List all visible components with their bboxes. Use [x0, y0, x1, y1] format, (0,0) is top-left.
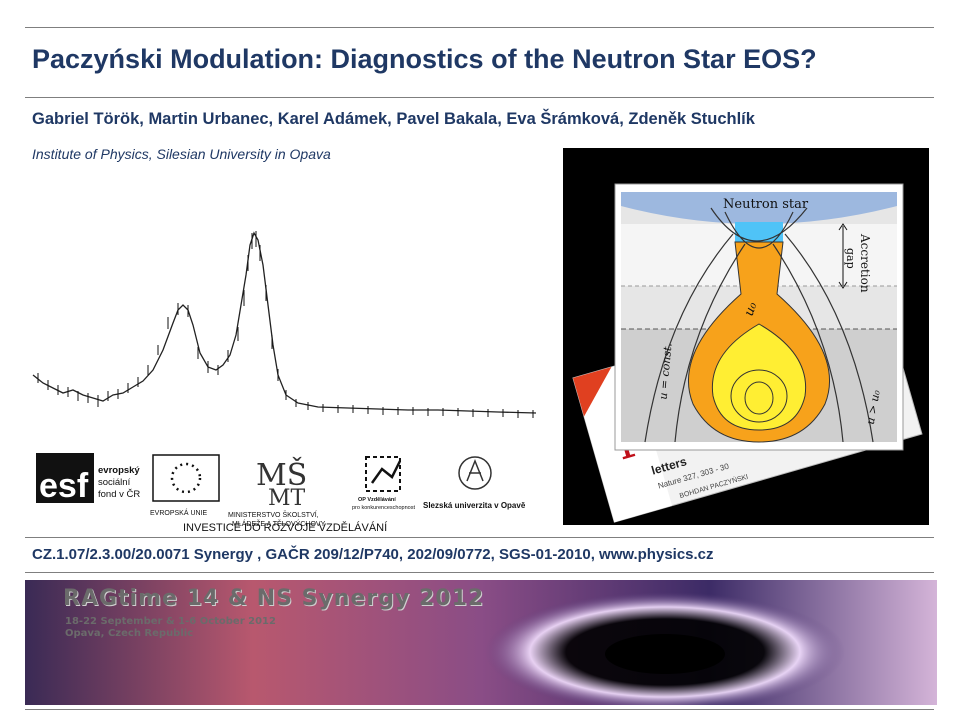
svg-text:MT: MT [268, 486, 306, 511]
power-spectrum-plot [32, 231, 537, 418]
investment-tagline: INVESTICE DO ROZVOJE VZDĚLÁVÁNÍ [183, 521, 388, 534]
op-logo: OP Vzdělávání pro konkurenceschopnost [352, 456, 415, 511]
grant-numbers: CZ.1.07/2.3.00/20.0071 Synergy , GAČR 20… [32, 546, 714, 563]
esf-line-2: sociální [98, 477, 131, 488]
institute: Institute of Physics, Silesian Universit… [32, 146, 331, 162]
u-const-label: u = const. [657, 343, 675, 401]
svg-text:MŠ: MŠ [256, 457, 307, 493]
u-label: u₀ [742, 300, 761, 319]
error-bars [37, 231, 534, 418]
university-logo: Slezská univerzita v Opavě [423, 456, 526, 510]
accretion-disk-inner [711, 323, 807, 431]
banner-dates: 18-22 September & 1-6 October 2012 [65, 616, 276, 627]
banner-title: RAGtime 14 & NS Synergy 2012 [63, 586, 485, 611]
eu-logo: EVROPSKÁ UNIE [150, 454, 220, 517]
bottom-rule [25, 709, 934, 710]
accretion-figure: r letters Nature 327, 303 - 30 BOHDAN PA… [563, 148, 929, 525]
page-title: Paczyński Modulation: Diagnostics of the… [32, 44, 817, 74]
neutron-star-shape [621, 192, 897, 224]
eu-label: EVROPSKÁ UNIE [150, 508, 208, 517]
u-gt-label: u > u₀ [864, 388, 883, 425]
funding-logos: esf evropský sociální fond v ČR EVROPSKÁ… [36, 453, 526, 534]
conference-banner: RAGtime 14 & NS Synergy 2012 18-22 Septe… [25, 580, 937, 705]
title-rule [25, 97, 934, 98]
spectrum-curve [32, 231, 537, 414]
authors: Gabriel Török, Martin Urbanec, Karel Adá… [32, 110, 755, 128]
op-line-2: pro konkurenceschopnost [352, 505, 415, 511]
msmt-line-1: MINISTERSTVO ŠKOLSTVÍ, [228, 510, 319, 519]
grant-rule-top [25, 537, 934, 538]
svg-text:esf: esf [39, 467, 89, 505]
accretion-label: Accretion [858, 233, 872, 293]
university-label: Slezská univerzita v Opavě [423, 501, 526, 510]
top-rule [25, 27, 934, 28]
diagram-panel: Neutron star u₀ u = const. u > u₀ Accret… [614, 183, 904, 451]
neutron-star-label: Neutron star [723, 197, 809, 212]
esf-line-1: evropský [98, 465, 140, 476]
banner-place: Opava, Czech Republic [65, 628, 194, 639]
gap-label: gap [844, 248, 857, 269]
esf-line-3: fond v ČR [98, 489, 140, 500]
op-line-1: OP Vzdělávání [358, 497, 396, 503]
esf-logo: esf evropský sociální fond v ČR [36, 453, 140, 505]
msmt-line-2: MLÁDEŽE A TĚLOVÝCHOVY [232, 519, 326, 528]
grant-rule-bottom [25, 572, 934, 573]
msmt-logo: MŠ MT MINISTERSTVO ŠKOLSTVÍ, MLÁDEŽE A T… [228, 457, 326, 528]
